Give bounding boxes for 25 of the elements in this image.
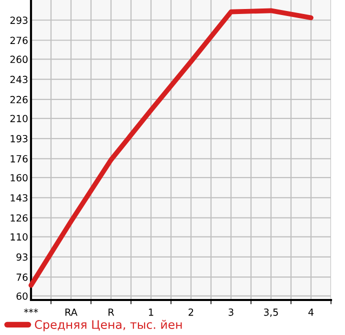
x-tick-label: 1 xyxy=(148,308,154,316)
y-tick-label: 76 xyxy=(16,274,28,281)
x-tick-label: 2 xyxy=(188,308,194,316)
line-series xyxy=(28,8,314,288)
x-tick-label: RA xyxy=(65,308,78,316)
y-tick-label: 193 xyxy=(10,134,28,142)
y-tick-label: 93 xyxy=(16,253,28,261)
x-tick-label: R xyxy=(108,308,114,316)
y-tick-label: 126 xyxy=(10,214,28,222)
y-tick-label: 243 xyxy=(10,76,28,84)
y-tick-label: 160 xyxy=(10,174,28,182)
y-tick-label: 143 xyxy=(10,194,28,202)
x-tick-label: 4 xyxy=(308,308,314,316)
y-tick-label: 60 xyxy=(16,292,28,300)
y-tick-label: 276 xyxy=(10,36,28,44)
y-tick-label: 210 xyxy=(10,114,28,122)
x-tick-label: 3 xyxy=(228,308,234,316)
x-tick-label: 3,5 xyxy=(264,308,278,317)
x-tick-label: *** xyxy=(24,308,38,313)
y-tick-label: 110 xyxy=(10,233,28,241)
y-tick-label: 176 xyxy=(10,155,28,162)
legend-label: Средняя Цена, тыс. йен xyxy=(34,320,182,332)
y-tick-label: 260 xyxy=(10,56,28,64)
y-tick-label: 226 xyxy=(10,96,28,104)
y-tick-label: 293 xyxy=(10,16,28,24)
